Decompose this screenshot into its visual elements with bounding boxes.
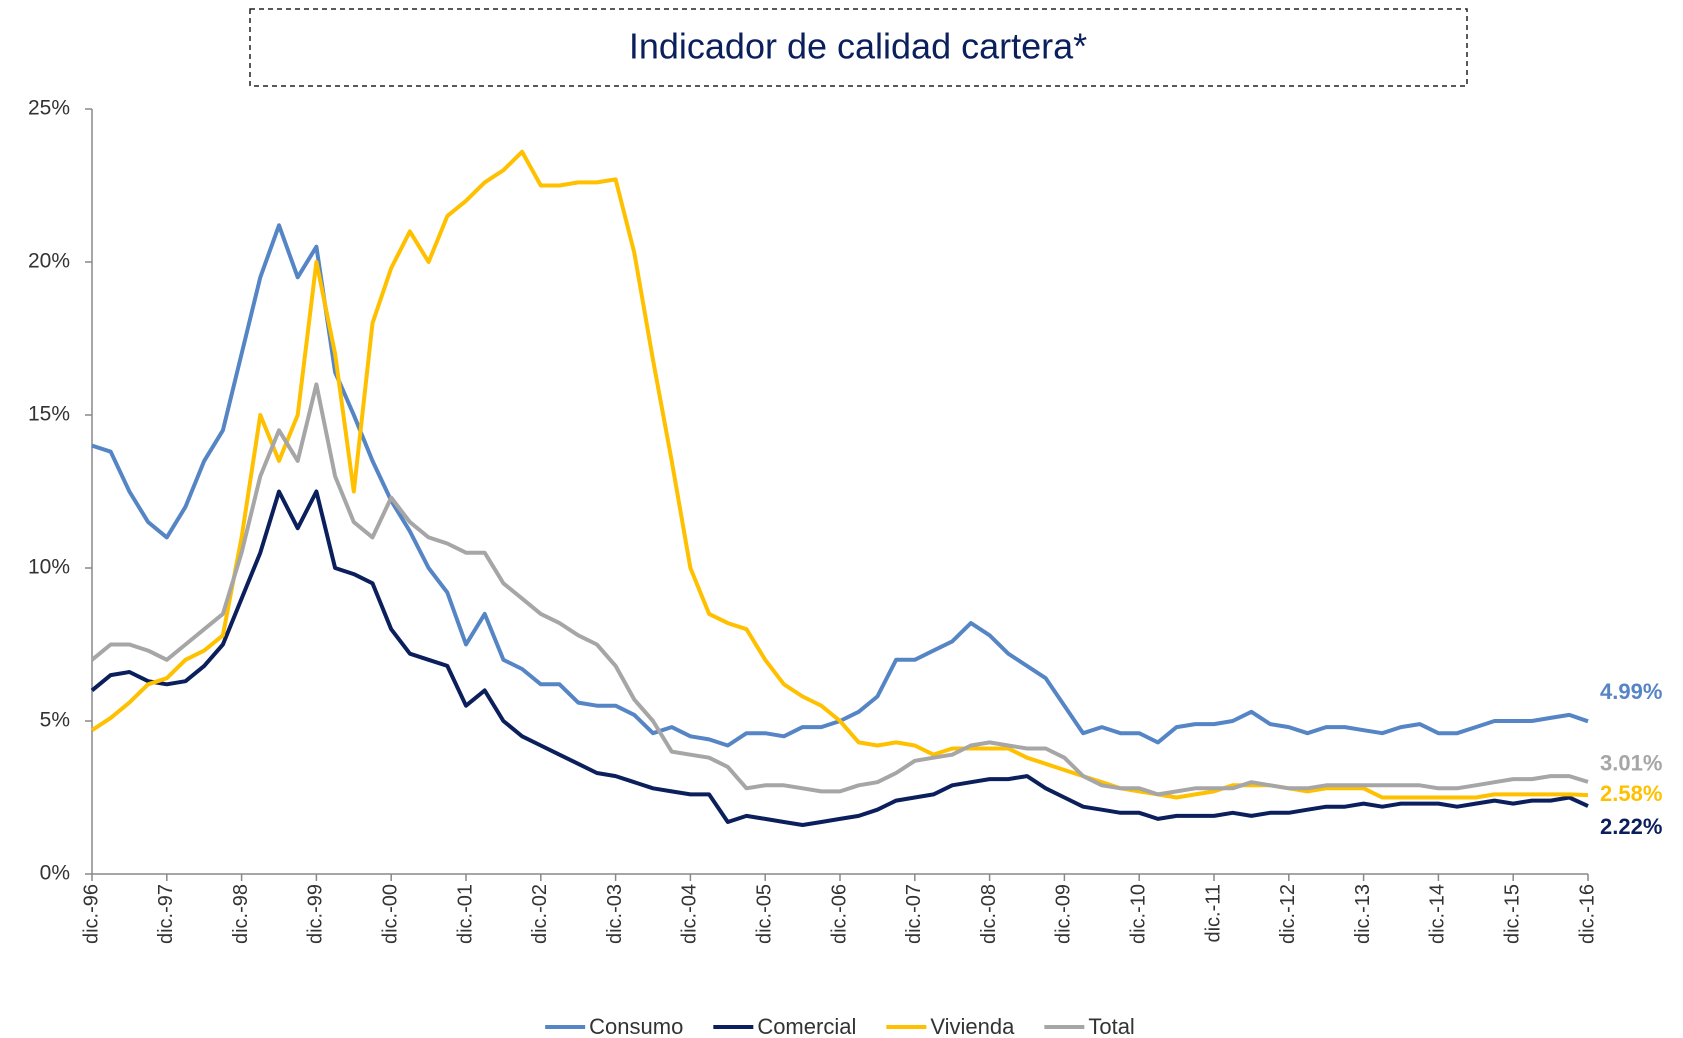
series-line [90, 149, 1589, 800]
x-tick-label: dic.-98 [230, 884, 252, 944]
x-tick-label: dic.-15 [1501, 884, 1523, 944]
y-tick-label: 5% [40, 709, 70, 732]
x-tick-label: dic.-97 [155, 884, 177, 944]
x-tick-label: dic.-13 [1352, 884, 1374, 944]
x-tick-label: dic.-05 [753, 884, 775, 944]
x-tick-label: dic.-99 [305, 884, 327, 944]
legend-label: Consumo [589, 1014, 683, 1038]
x-tick-label: dic.-06 [828, 884, 850, 944]
y-tick-label: 25% [28, 97, 70, 120]
x-tick-label: dic.-16 [1576, 884, 1598, 944]
title-box [249, 8, 1468, 87]
legend-label: Vivienda [930, 1014, 1015, 1038]
x-tick-label: dic.-08 [978, 884, 1000, 944]
x-tick-label: dic.-01 [454, 884, 476, 944]
series-line [90, 382, 1589, 797]
series-line [90, 489, 1589, 827]
y-tick-label: 0% [40, 862, 70, 885]
x-tick-label: dic.-02 [529, 884, 551, 944]
x-tick-label: dic.-03 [604, 884, 626, 944]
x-tick-label: dic.-10 [1127, 884, 1149, 944]
legend-label: Total [1088, 1014, 1134, 1038]
chart-title: Indicador de calidad cartera* [629, 26, 1087, 67]
end-label: 3.01% [1600, 751, 1662, 776]
x-tick-label: dic.-14 [1427, 884, 1449, 944]
x-tick-label: dic.-04 [679, 884, 701, 944]
y-tick-label: 20% [28, 250, 70, 273]
y-tick-label: 10% [28, 556, 70, 579]
x-tick-label: dic.-11 [1202, 884, 1224, 943]
legend-label: Comercial [757, 1014, 856, 1038]
end-label: 2.22% [1600, 814, 1662, 839]
x-tick-label: dic.-09 [1053, 884, 1075, 944]
x-tick-label: dic.-12 [1277, 884, 1299, 944]
x-tick-label: dic.-07 [903, 884, 925, 944]
end-label: 4.99% [1600, 679, 1662, 704]
x-tick-label: dic.-00 [379, 884, 401, 944]
y-tick-label: 15% [28, 403, 70, 426]
end-label: 2.58% [1600, 781, 1662, 806]
x-tick-label: dic.-96 [80, 884, 102, 944]
series-line [91, 223, 1589, 748]
